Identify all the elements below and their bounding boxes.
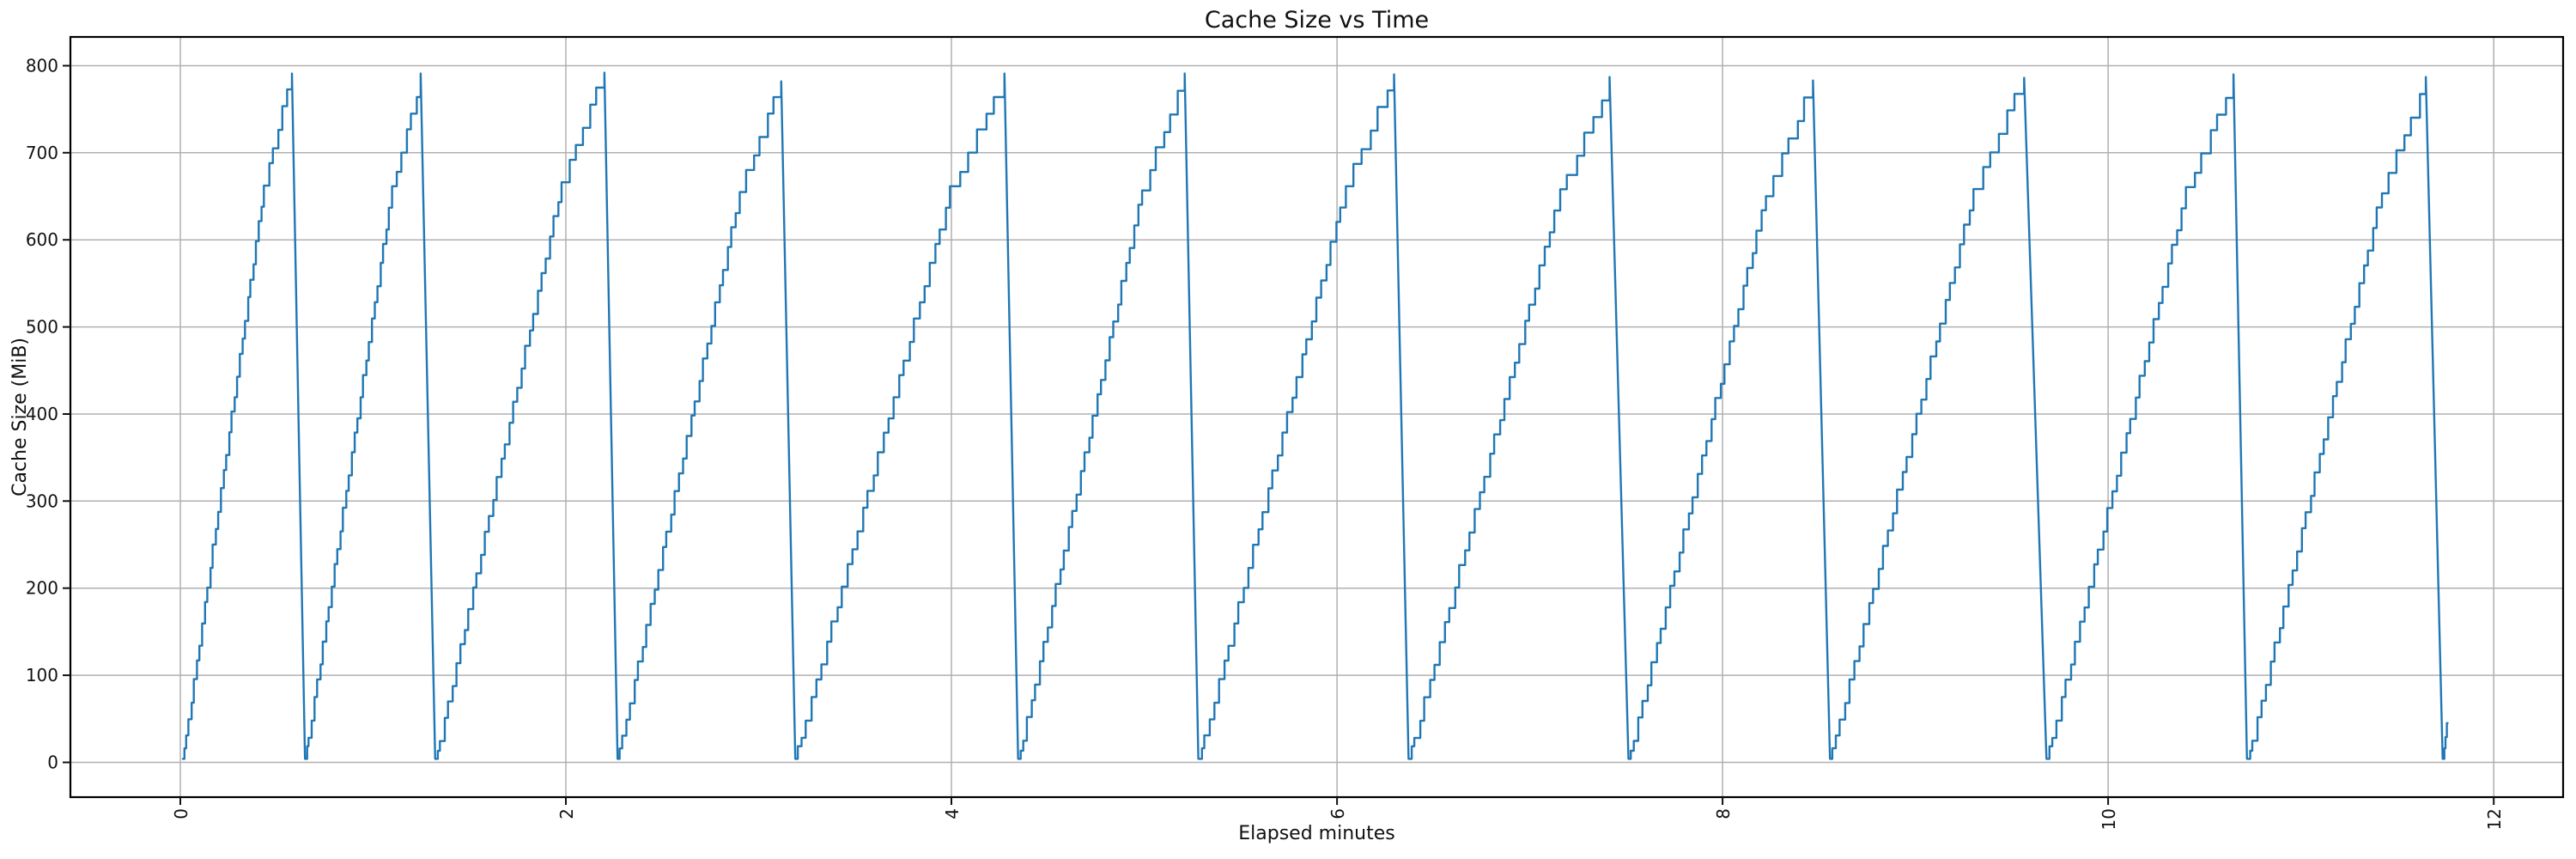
y-tick-label-400: 400 [26, 404, 58, 424]
chart-title: Cache Size vs Time [1204, 7, 1430, 34]
x-tick-label-12: 12 [2484, 808, 2505, 830]
x-tick-label-6: 6 [1327, 808, 1348, 819]
series-line-cache-size [181, 71, 2449, 760]
x-tick-label-8: 8 [1713, 808, 1734, 819]
y-tick-label-100: 100 [26, 665, 58, 685]
y-axis-label-container: Cache Size (MiB) [5, 37, 34, 797]
x-axis-label: Elapsed minutes [1238, 823, 1395, 844]
x-tick-label-2: 2 [556, 808, 577, 819]
plot-border [69, 35, 2565, 799]
y-tick-label-700: 700 [26, 143, 58, 163]
y-tick-label-800: 800 [26, 56, 58, 76]
y-tick-label-300: 300 [26, 490, 58, 511]
x-tick-label-0: 0 [171, 808, 191, 819]
y-tick-label-600: 600 [26, 229, 58, 250]
x-tick-label-10: 10 [2099, 808, 2119, 830]
y-tick-label-0: 0 [47, 752, 58, 773]
x-tick-label-4: 4 [942, 808, 963, 819]
y-axis-label: Cache Size (MiB) [9, 338, 31, 497]
y-tick-label-200: 200 [26, 578, 58, 599]
y-tick-label-500: 500 [26, 317, 58, 338]
